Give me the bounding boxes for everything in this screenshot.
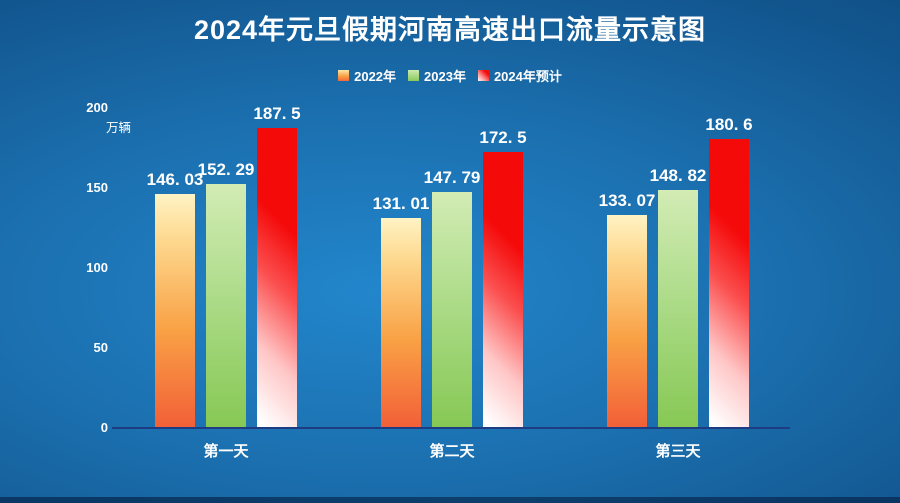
bottom-strip: [0, 497, 900, 503]
x-category-label: 第二天: [429, 443, 475, 460]
bar-group-3: 133. 07 148. 82 180. 6: [599, 108, 753, 428]
bar-value-label: 131. 01: [372, 194, 430, 213]
bar-group-1: 146. 03 152. 29 187. 5: [147, 104, 301, 428]
y-tick-label: 50: [93, 340, 108, 355]
bar-slot: 180. 6: [705, 115, 753, 428]
y-tick-label: 150: [86, 180, 108, 195]
y-tick-label: 200: [86, 100, 108, 115]
bar-value-label: 133. 07: [598, 191, 656, 210]
y-axis: 0 50 100 150 200: [60, 100, 108, 435]
bar-slot: 187. 5: [253, 104, 301, 428]
bar-value-label: 147. 79: [423, 168, 481, 187]
bar-slot: 131. 01: [373, 194, 429, 428]
bar-green-3: [658, 190, 698, 428]
legend-label: 2022年: [354, 69, 397, 84]
legend-item-green: 2023年: [408, 66, 466, 85]
bar-value-label: 146. 03: [146, 170, 204, 189]
bar-slot: 146. 03: [147, 170, 203, 428]
legend-label: 2023年: [424, 69, 466, 84]
x-axis-line: [112, 427, 790, 429]
legend-item-red: 2024年预计: [477, 66, 562, 85]
bar-orange-1: [155, 194, 195, 428]
bar-red-2: [483, 152, 523, 428]
y-axis-unit-label: 万辆: [106, 121, 132, 135]
legend-swatch-red-icon: [477, 70, 489, 81]
bar-green-1: [206, 184, 246, 428]
bar-value-label: 148. 82: [649, 166, 707, 185]
bar-value-label: 172. 5: [479, 128, 527, 147]
bar-value-label: 180. 6: [705, 115, 753, 134]
legend-swatch-green-icon: [408, 70, 420, 81]
bar-orange-2: [381, 218, 421, 428]
legend-item-orange: 2022年: [338, 66, 396, 85]
bar-red-3: [709, 139, 749, 428]
bar-slot: 148. 82: [650, 166, 706, 428]
bar-slot: 172. 5: [479, 128, 527, 428]
bar-green-2: [432, 192, 472, 428]
bar-red-1: [257, 128, 297, 428]
legend-swatch-orange-icon: [338, 70, 350, 81]
legend-label: 2024年预计: [493, 69, 562, 84]
y-tick-label: 0: [100, 420, 108, 435]
legend: 2022年 2023年 2024年预计: [0, 66, 900, 85]
x-category-label: 第一天: [203, 443, 249, 460]
bar-slot: 147. 79: [424, 168, 480, 428]
x-category-label: 第三天: [655, 443, 701, 460]
bar-orange-3: [607, 215, 647, 428]
bar-value-label: 187. 5: [253, 104, 301, 123]
bar-value-label: 152. 29: [197, 160, 255, 179]
bar-slot: 152. 29: [198, 160, 254, 428]
chart-title: 2024年元旦假期河南高速出口流量示意图: [193, 15, 707, 45]
bar-group-2: 131. 01 147. 79 172. 5: [373, 108, 527, 428]
plot-area: 146. 03 152. 29 187. 5 第一天 131. 01 147. 79 172…: [112, 104, 790, 460]
bar-slot: 133. 07: [599, 191, 655, 428]
y-tick-label: 100: [86, 260, 108, 275]
